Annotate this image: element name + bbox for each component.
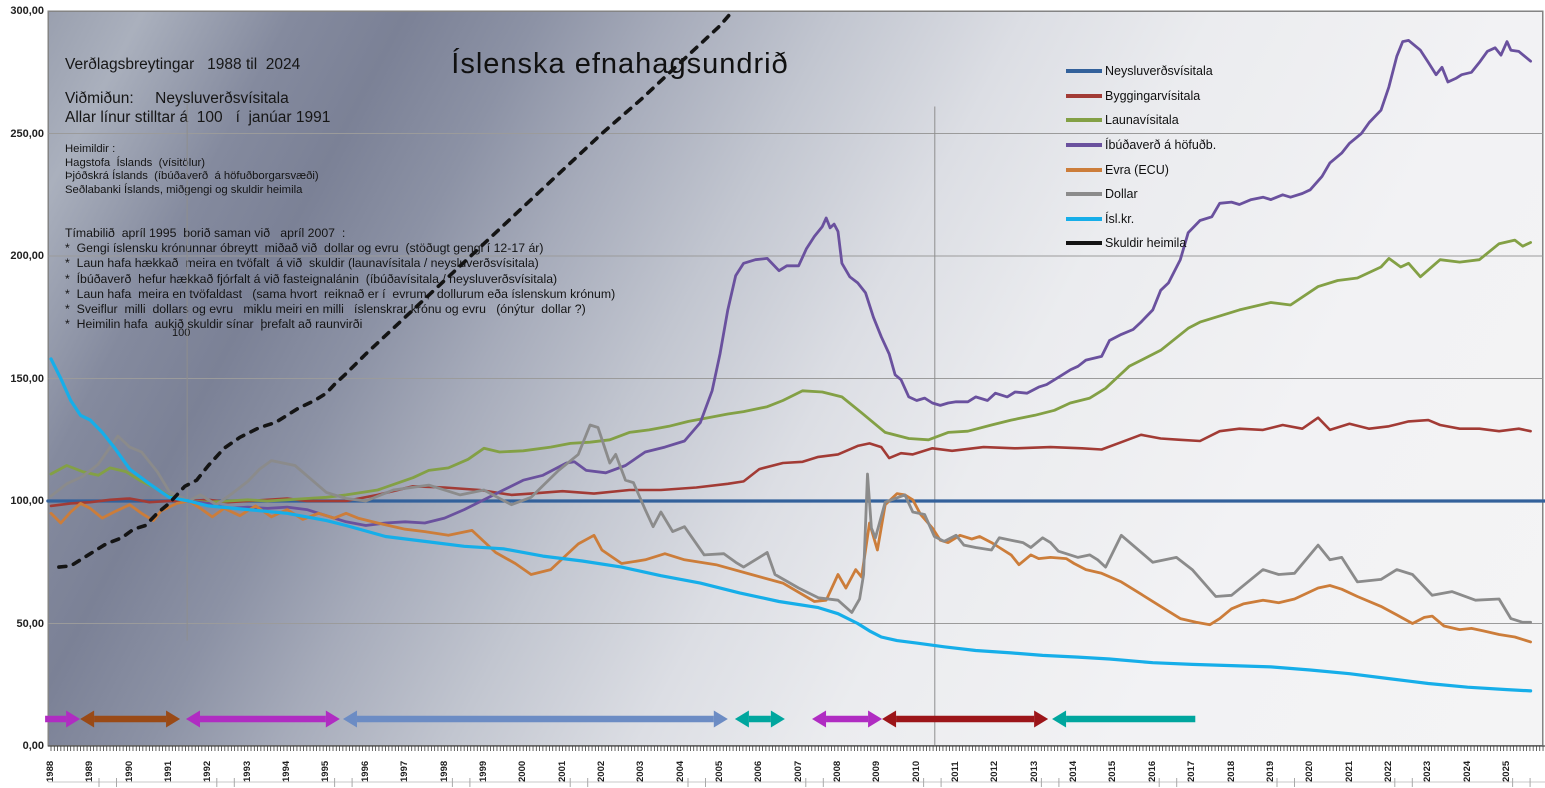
legend-item: Íbúðaverð á höfuðb. — [1066, 133, 1276, 158]
arrowhead-right — [66, 710, 81, 728]
series-line--sl-kr- — [49, 357, 1533, 693]
note-bullet: * Sveiflur milli dollars og evru miklu m… — [65, 302, 586, 317]
legend-line-swatch — [1066, 93, 1102, 98]
legend-item: Byggingarvísitala — [1066, 84, 1276, 109]
subtitle-period: Verðlagsbreytingar 1988 til 2024 — [65, 56, 301, 73]
legend-label: Íbúðaverð á höfuðb. — [1105, 138, 1217, 153]
arrowhead-left — [185, 710, 200, 728]
note-bullet: * Íbúðaverð hefur hækkað fjórfalt á við … — [65, 271, 558, 286]
y-axis-label: 200,00 — [10, 250, 44, 262]
notes-block: Tímabilið apríl 1995 borið saman við apr… — [65, 226, 615, 332]
note-bullet: * Laun hafa meira en tvöfaldast (sama hv… — [65, 286, 616, 301]
series-line--b-aver-h-fu-b- — [187, 39, 1532, 527]
y-axis-label: 150,00 — [10, 372, 44, 385]
arrowhead-right — [713, 710, 728, 728]
arrowhead-left — [342, 710, 357, 728]
legend-line-swatch — [1066, 167, 1102, 172]
y-axis-label: 100,00 — [10, 495, 44, 507]
y-axis-label: 300,00 — [10, 5, 44, 17]
legend-label: Neysluverðsvísitala — [1105, 64, 1213, 79]
sources-block: Heimildir : Hagstofa Íslands (vísitölur) Þ… — [65, 143, 319, 197]
legend-item: Dollar — [1066, 182, 1276, 207]
subtitle-baseline: Viðmiðun: Neysluverðsvísitala — [65, 90, 289, 107]
series-line-evra-ecu- — [49, 492, 1532, 644]
source-line: Hagstofa Íslands (vísitölur) — [65, 156, 206, 169]
legend-line-swatch — [1066, 143, 1102, 148]
legend-label: Dollar — [1105, 187, 1138, 202]
legend-item: Evra (ECU) — [1066, 157, 1276, 182]
subtitle-normalization: Allar línur stilltar á 100 í janúar 1991 — [65, 109, 331, 126]
legend-label: Launavísitala — [1105, 113, 1179, 128]
legend-item: Neysluverðsvísitala — [1066, 59, 1276, 84]
legend-label: Evra (ECU) — [1105, 162, 1169, 177]
page-title: Íslenska efnahagsundrið — [451, 48, 789, 80]
series-line-launav-sitala — [49, 238, 1532, 504]
sources-heading: Heimildir : — [65, 143, 116, 155]
legend: Neysluverðsvísitala Byggingarvísitala Laun… — [1066, 59, 1276, 256]
arrowhead-left — [1052, 710, 1067, 728]
legend-line-swatch — [1066, 241, 1102, 246]
source-line: Þjóðskrá Íslands (íbúðaverð á höfuðborga… — [65, 170, 319, 183]
legend-item: Launavísitala — [1066, 108, 1276, 133]
legend-line-swatch — [1066, 192, 1102, 197]
y-axis-label: 250,00 — [10, 127, 44, 140]
arrowhead-right — [868, 710, 883, 728]
legend-line-swatch — [1066, 216, 1102, 221]
arrowhead-right — [1034, 710, 1049, 728]
note-bullet: * Laun hafa hækkað meira en tvöfalt á vi… — [65, 256, 539, 271]
note-bullet: * Heimilin hafa aukið skuldir sínar þref… — [65, 317, 363, 332]
arrowhead-left — [882, 710, 897, 728]
arrowhead-left — [80, 710, 95, 728]
arrowhead-right — [325, 710, 340, 728]
legend-item: Ísl.kr. — [1066, 207, 1276, 232]
source-line: Seðlabanki Íslands, miðgengi og skuldir … — [65, 183, 303, 196]
y-axis-label: 0,00 — [22, 740, 44, 752]
y-axis-label: 50,00 — [16, 617, 44, 630]
legend-item: Skuldir heimila — [1066, 231, 1276, 256]
series-line-dollar — [49, 423, 1532, 624]
annotation-100: 100 — [172, 327, 191, 339]
note-bullet: * Gengi íslensku krónunnar óbreytt miðað… — [65, 241, 544, 256]
arrowhead-left — [734, 710, 749, 728]
notes-heading: Tímabilið apríl 1995 borið saman við apr… — [65, 226, 346, 240]
series-line-skuldir-heimila — [57, 8, 736, 569]
legend-label: Byggingarvísitala — [1105, 88, 1201, 103]
arrowhead-right — [770, 710, 785, 728]
arrowhead-left — [812, 710, 827, 728]
legend-line-swatch — [1066, 69, 1102, 74]
legend-label: Ísl.kr. — [1105, 211, 1135, 226]
legend-label: Skuldir heimila — [1105, 236, 1187, 251]
legend-line-swatch — [1066, 118, 1102, 123]
arrowhead-right — [166, 710, 181, 728]
